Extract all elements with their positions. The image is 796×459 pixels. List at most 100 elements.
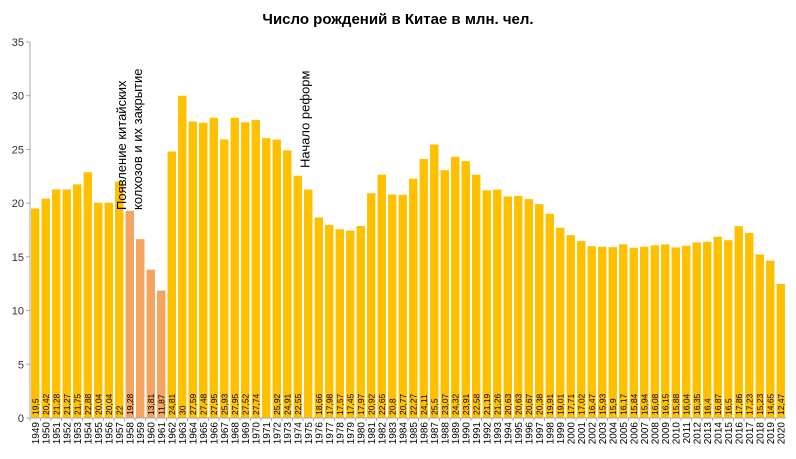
- data-label: 27,74: [251, 393, 261, 415]
- x-tick-label: 1982: [377, 422, 388, 445]
- x-tick-label: 1989: [451, 422, 462, 445]
- bar-1989: [451, 156, 460, 419]
- x-tick-label: 1973: [283, 422, 294, 445]
- bar-1970: [251, 119, 260, 419]
- x-tick-label: 1955: [94, 422, 105, 445]
- x-tick-label: 1957: [115, 422, 126, 445]
- x-tick-label: 1988: [440, 422, 451, 445]
- x-tick-label: 2014: [713, 422, 724, 445]
- bar-2002: [587, 246, 596, 418]
- data-label: 16,5: [723, 398, 733, 415]
- x-tick-label: 2001: [577, 422, 588, 445]
- bar-1958: [125, 210, 134, 418]
- data-label: 24,32: [450, 393, 460, 415]
- data-label: 24,91: [282, 393, 292, 415]
- x-tick-label: 2007: [640, 422, 651, 445]
- x-tick-label: 1979: [346, 422, 357, 445]
- bar-1955: [94, 202, 103, 418]
- bar-1979: [346, 230, 355, 418]
- data-label: 17,57: [335, 393, 345, 415]
- data-label: 22,27: [408, 393, 418, 415]
- data-label: 17,86: [734, 393, 744, 415]
- x-tick-label: 1961: [157, 422, 168, 445]
- bar-1987: [430, 144, 439, 418]
- bar-2001: [577, 241, 586, 418]
- y-tick-label: 20: [12, 198, 24, 210]
- data-label: 27,95: [230, 393, 240, 415]
- bars: [31, 95, 785, 419]
- data-label: 16,4: [702, 398, 712, 415]
- data-label: 14,65: [765, 393, 775, 415]
- bar-1985: [409, 178, 418, 418]
- y-tick-label: 25: [12, 144, 24, 156]
- data-label: 16,47: [587, 393, 597, 415]
- x-tick-label: 1962: [167, 422, 178, 445]
- bar-1988: [440, 170, 449, 418]
- bar-1994: [503, 196, 512, 418]
- data-label: 20,38: [534, 393, 544, 415]
- data-label: 16,15: [660, 393, 670, 415]
- data-label: 22,58: [471, 393, 481, 415]
- y-axis: 0 5 10 15 20 25 30 35: [12, 37, 31, 425]
- x-tick-label: 1999: [556, 422, 567, 445]
- x-tick-label: 1965: [199, 422, 210, 445]
- data-label: 19,5: [30, 398, 40, 415]
- bar-2006: [629, 247, 638, 418]
- bar-2010: [671, 247, 680, 418]
- y-tick-label: 35: [12, 37, 24, 49]
- x-tick-label: 1991: [472, 422, 483, 445]
- x-tick-label: 2016: [734, 422, 745, 445]
- x-tick-label: 1981: [367, 422, 378, 445]
- x-tick-label: 1993: [493, 422, 504, 445]
- bar-1962: [167, 151, 176, 418]
- x-tick-label: 1968: [230, 422, 241, 445]
- x-tick-label: 1978: [335, 422, 346, 445]
- bar-2020: [776, 284, 785, 418]
- bar-1961: [157, 290, 166, 418]
- annotations: Появление китайских колхозов и их закрыти…: [114, 68, 313, 210]
- x-tick-label: 1972: [272, 422, 283, 445]
- x-tick-label: 1992: [482, 422, 493, 445]
- data-label: 17,71: [566, 393, 576, 415]
- data-label: 12,47: [776, 393, 786, 415]
- bar-1974: [293, 175, 302, 418]
- y-tick-label: 0: [18, 413, 24, 425]
- bar-2016: [734, 226, 743, 418]
- bar-1954: [83, 172, 92, 418]
- data-label: 22: [114, 405, 124, 415]
- data-label: 27,52: [240, 393, 250, 415]
- data-label: 27,59: [188, 393, 198, 415]
- x-tick-label: 2003: [598, 422, 609, 445]
- x-tick-label: 1950: [41, 422, 52, 445]
- x-tick-label: 1949: [31, 422, 42, 445]
- bar-1998: [545, 213, 554, 418]
- bar-1953: [73, 184, 82, 418]
- data-label: 15,9: [608, 398, 618, 415]
- data-label: 20,63: [513, 393, 523, 415]
- bar-2009: [661, 244, 670, 418]
- bar-1991: [472, 174, 481, 418]
- data-label: 17,02: [576, 393, 586, 415]
- bar-1949: [31, 208, 40, 418]
- data-label: 17,98: [324, 393, 334, 415]
- x-tick-label: 2009: [661, 422, 672, 445]
- data-label: 18,66: [314, 393, 324, 415]
- x-tick-label: 1954: [83, 422, 94, 445]
- data-label: 25,93: [219, 393, 229, 415]
- x-tick-label: 1967: [220, 422, 231, 445]
- annotation-text: Появление китайских: [114, 80, 129, 210]
- y-tick-label: 15: [12, 252, 24, 264]
- x-tick-label: 1975: [304, 422, 315, 445]
- bar-2011: [682, 245, 691, 418]
- x-tick-label: 1959: [136, 422, 147, 445]
- bar-1967: [220, 139, 229, 418]
- data-label: 22,55: [293, 393, 303, 415]
- bar-1990: [461, 161, 470, 418]
- bar-1984: [398, 194, 407, 418]
- data-label: 19,01: [555, 393, 565, 415]
- data-label: 15,88: [671, 393, 681, 415]
- data-label: 20,63: [503, 393, 513, 415]
- y-tick-label: 10: [12, 306, 24, 318]
- data-label: 15,93: [597, 393, 607, 415]
